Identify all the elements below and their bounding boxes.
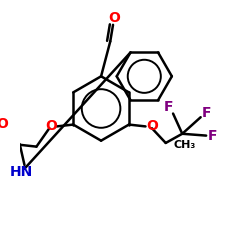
Text: F: F	[202, 106, 211, 120]
Text: CH₃: CH₃	[174, 140, 196, 150]
Text: O: O	[108, 12, 120, 26]
Text: O: O	[45, 120, 57, 134]
Text: F: F	[208, 128, 217, 142]
Text: O: O	[0, 117, 8, 131]
Text: O: O	[146, 120, 158, 134]
Text: HN: HN	[10, 166, 33, 179]
Text: F: F	[164, 100, 173, 114]
